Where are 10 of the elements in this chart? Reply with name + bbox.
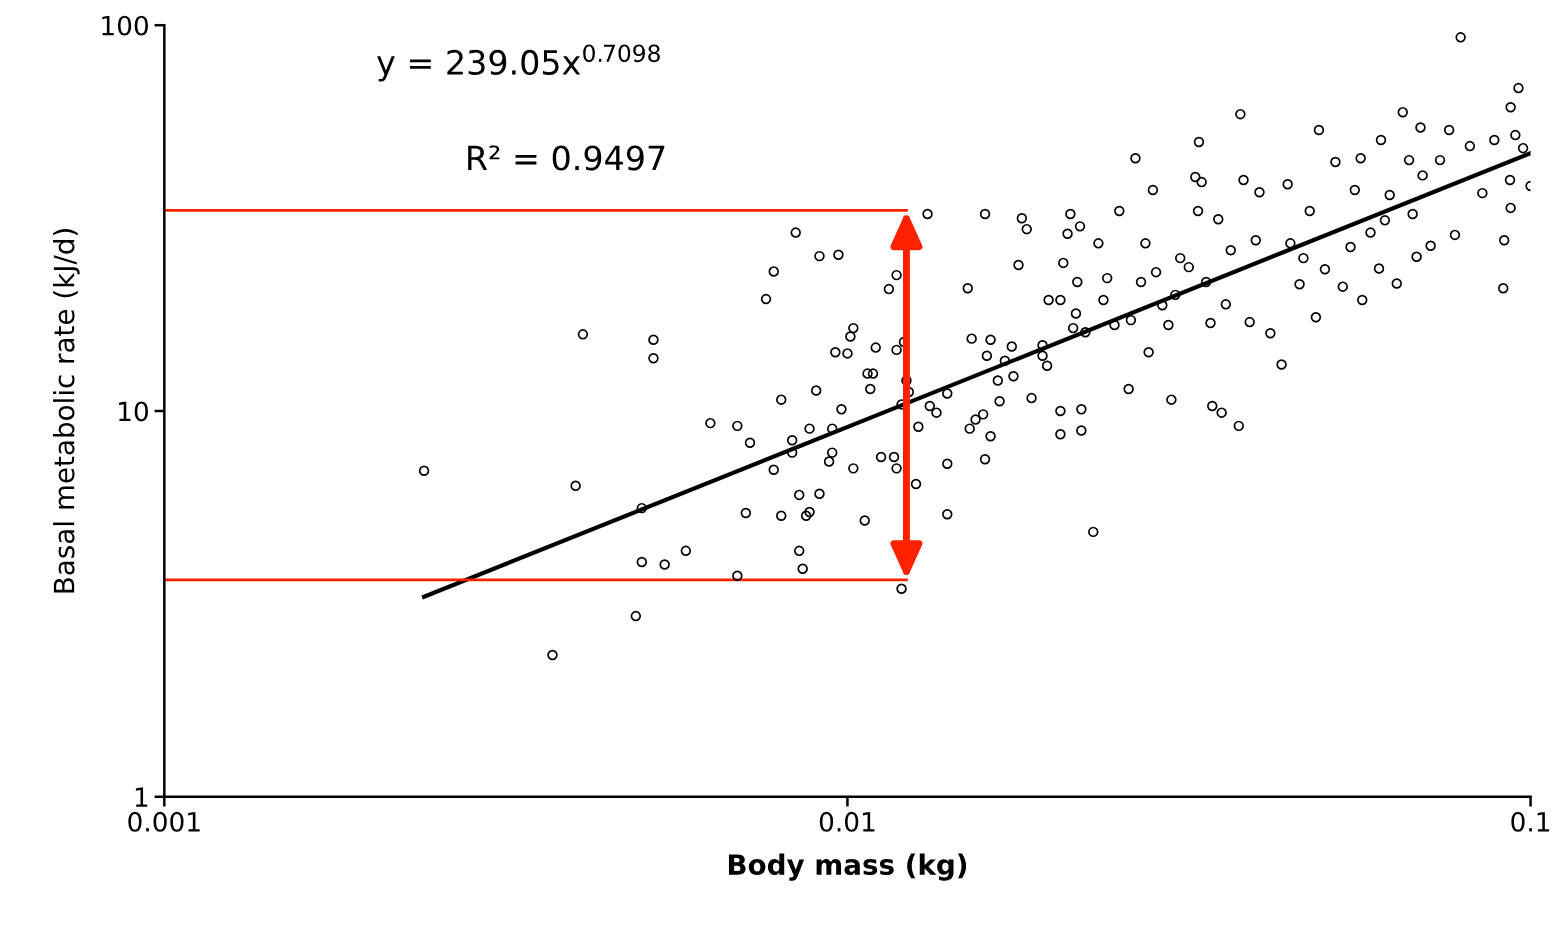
- annotation: y = 239.05x$^{0.7098}$: [377, 44, 660, 82]
- y-axis-title: Basal metabolic rate (kJ/d): [53, 229, 80, 593]
- y-tick-label: 1: [135, 787, 148, 807]
- y-tick-label: 100: [102, 15, 148, 36]
- x-tick-label: 0.1: [1511, 811, 1550, 832]
- x-axis-title: Body mass (kg): [728, 853, 967, 881]
- x-tick-label: 0.001: [128, 811, 200, 832]
- annotation: R² = 0.9497: [468, 145, 665, 171]
- y-tick-label: 10: [119, 401, 148, 422]
- x-tick-label: 0.01: [819, 811, 875, 832]
